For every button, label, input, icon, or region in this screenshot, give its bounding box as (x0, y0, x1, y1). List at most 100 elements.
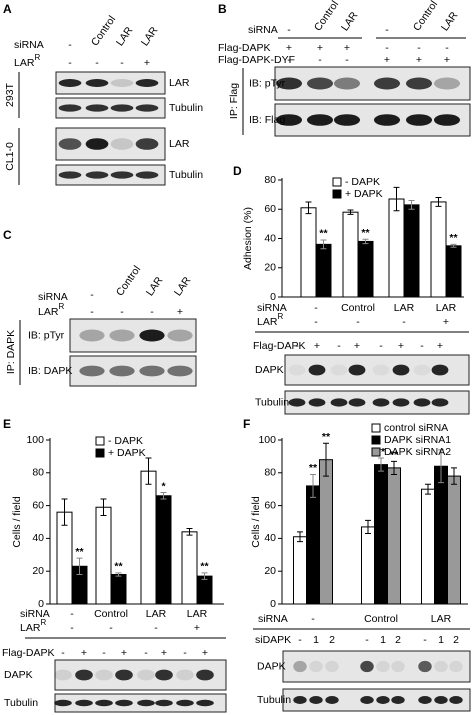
band (306, 77, 334, 90)
panel-letter: A (3, 2, 12, 16)
band (325, 696, 339, 704)
band (372, 398, 390, 407)
band (434, 696, 448, 704)
band (79, 329, 105, 342)
panel-letter: E (3, 417, 11, 431)
blot-label: Tubulin (257, 694, 291, 706)
lane-header: LAR (114, 24, 136, 48)
row-label: LARR (38, 302, 64, 318)
bar (319, 459, 333, 605)
band (325, 660, 339, 673)
blot (55, 97, 166, 119)
band (306, 114, 334, 126)
band (418, 660, 432, 673)
band (110, 104, 134, 112)
x-tick-label: - (314, 302, 318, 314)
lane-value: + (177, 306, 183, 318)
bar (293, 536, 307, 605)
lane-value: - (90, 306, 94, 318)
band (333, 77, 361, 90)
band (54, 669, 72, 681)
bar (374, 464, 388, 605)
lane-value: - (68, 57, 72, 69)
legend-swatch (371, 447, 381, 457)
lane-value: - (150, 306, 154, 318)
y-tick-label: 60 (264, 499, 276, 511)
significance: ** (200, 561, 209, 573)
row-label: siRNA (20, 608, 50, 620)
bar (306, 485, 320, 605)
band (413, 398, 431, 407)
band (85, 138, 109, 150)
band (110, 171, 134, 179)
blot-label: DAPK (257, 660, 286, 672)
legend-swatch (371, 423, 381, 433)
lane-value: - (345, 54, 349, 66)
superscript: R (34, 53, 40, 62)
blot-label: LAR (169, 138, 190, 150)
band (58, 79, 82, 87)
band (135, 79, 159, 87)
lane-value: 2 (329, 634, 335, 646)
x-tick-label: LAR (187, 608, 208, 620)
lane-header: LAR (439, 9, 461, 33)
error-bar (450, 243, 457, 248)
band (333, 114, 361, 126)
lane-value: - (402, 316, 406, 328)
band (85, 171, 109, 179)
error-bar (160, 491, 167, 500)
row-label-text: LAR (14, 57, 35, 69)
lane-value: - (183, 647, 187, 659)
band (309, 660, 323, 673)
bar (300, 207, 317, 298)
band (85, 104, 109, 112)
y-tick-label: 60 (32, 499, 44, 511)
lane-header: - (385, 24, 389, 36)
bar (342, 211, 359, 298)
significance: ** (449, 232, 458, 244)
legend-swatch (371, 435, 381, 445)
band (418, 696, 432, 704)
band (176, 669, 194, 681)
significance: ** (114, 561, 123, 573)
superscript: R (277, 312, 283, 321)
error-bar (310, 473, 316, 498)
band (167, 365, 193, 377)
band (288, 364, 306, 376)
error-bar (365, 519, 371, 534)
band (95, 669, 113, 681)
error-bar (378, 457, 384, 472)
lane-value: - (385, 42, 389, 54)
x-tick-label: - (311, 613, 315, 625)
band (308, 398, 326, 407)
lane-value: 2 (453, 634, 459, 646)
error-bar (100, 498, 107, 516)
lane-value: + (416, 54, 422, 66)
band (137, 699, 155, 707)
row-label: LARR (14, 53, 40, 69)
band (196, 669, 214, 681)
bar (357, 240, 374, 298)
lane-value: - (70, 622, 74, 634)
row-label: siRNA (14, 39, 44, 51)
band (167, 329, 193, 342)
lane-value: + (314, 340, 320, 352)
lane-value: - (314, 316, 318, 328)
superscript: R (40, 618, 46, 627)
bar (445, 245, 462, 298)
bar (155, 495, 172, 605)
band (135, 171, 159, 179)
lane-value: + (161, 647, 167, 659)
blot (282, 650, 471, 683)
row-label: Flag-DAPK (2, 647, 55, 659)
row-label: Flag-DAPK (253, 340, 306, 352)
error-bar (347, 209, 354, 215)
error-bar (186, 528, 193, 536)
legend-label: - DAPK (345, 176, 380, 188)
blot-label: IB: DAPK (28, 365, 72, 377)
lane-value: + (384, 54, 390, 66)
band (330, 398, 348, 407)
y-tick-label: 80 (264, 174, 276, 186)
y-tick-label: 20 (32, 565, 44, 577)
lane-header: LAR (139, 24, 161, 48)
